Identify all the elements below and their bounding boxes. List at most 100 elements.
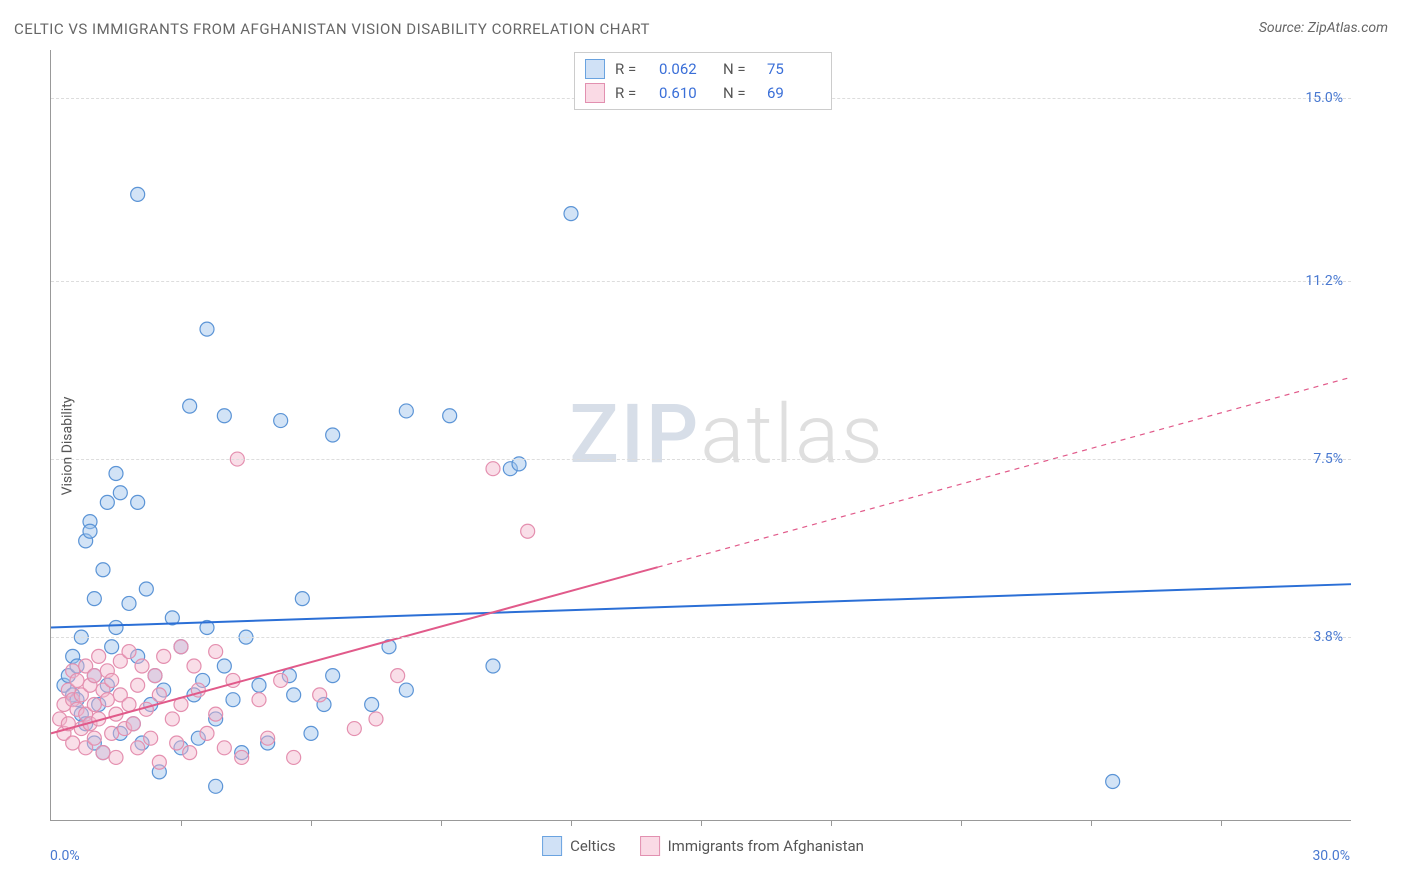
y-tick-label: 7.5% — [1313, 451, 1343, 467]
scatter-point — [304, 726, 318, 740]
legend-stats-row-0: R = 0.062 N = 75 — [585, 57, 821, 81]
scatter-point — [87, 669, 101, 683]
scatter-point — [347, 722, 361, 736]
scatter-point — [443, 409, 457, 423]
scatter-point — [564, 207, 578, 221]
scatter-point — [109, 467, 123, 481]
scatter-point — [131, 741, 145, 755]
legend-item-0: Celtics — [542, 836, 616, 856]
scatter-point — [287, 688, 301, 702]
scatter-point — [1106, 775, 1120, 789]
scatter-point — [365, 698, 379, 712]
scatter-point — [87, 698, 101, 712]
scatter-point — [105, 726, 119, 740]
scatter-point — [96, 563, 110, 577]
scatter-point — [217, 659, 231, 673]
legend-series: Celtics Immigrants from Afghanistan — [542, 836, 864, 856]
y-tick-label: 3.8% — [1313, 629, 1343, 645]
gridline — [51, 637, 1351, 638]
chart-title: CELTIC VS IMMIGRANTS FROM AFGHANISTAN VI… — [14, 20, 650, 38]
scatter-point — [105, 673, 119, 687]
scatter-point — [122, 645, 136, 659]
scatter-point — [486, 659, 500, 673]
legend-n-label: N = — [723, 84, 757, 102]
legend-stats: R = 0.062 N = 75 R = 0.610 N = 69 — [574, 52, 832, 110]
legend-r-value-1: 0.610 — [659, 84, 713, 102]
x-tick — [1221, 820, 1222, 826]
scatter-point — [139, 582, 153, 596]
scatter-point — [187, 659, 201, 673]
legend-swatch-blue — [585, 59, 605, 79]
scatter-point — [274, 414, 288, 428]
x-axis-min-label: 0.0% — [50, 848, 80, 864]
scatter-point — [183, 746, 197, 760]
scatter-point — [152, 755, 166, 769]
legend-n-label: N = — [723, 60, 757, 78]
scatter-point — [252, 678, 266, 692]
scatter-point — [109, 621, 123, 635]
source-label: Source: ZipAtlas.com — [1259, 20, 1388, 36]
scatter-point — [165, 712, 179, 726]
legend-stats-row-1: R = 0.610 N = 69 — [585, 81, 821, 105]
scatter-point — [70, 673, 84, 687]
x-tick — [961, 820, 962, 826]
gridline — [51, 459, 1351, 460]
scatter-point — [131, 678, 145, 692]
legend-swatch-pink — [585, 83, 605, 103]
scatter-point — [100, 693, 114, 707]
legend-n-value-0: 75 — [767, 60, 821, 78]
scatter-point — [326, 669, 340, 683]
scatter-point — [113, 486, 127, 500]
scatter-point — [226, 693, 240, 707]
scatter-point — [109, 750, 123, 764]
scatter-point — [131, 187, 145, 201]
scatter-point — [313, 688, 327, 702]
scatter-point — [217, 741, 231, 755]
legend-swatch-pink — [640, 836, 660, 856]
scatter-point — [217, 409, 231, 423]
trend-line — [51, 584, 1351, 627]
scatter-point — [274, 673, 288, 687]
scatter-point — [369, 712, 383, 726]
scatter-point — [326, 428, 340, 442]
scatter-point — [399, 404, 413, 418]
scatter-svg — [51, 50, 1351, 820]
scatter-point — [87, 592, 101, 606]
scatter-point — [287, 750, 301, 764]
scatter-point — [235, 750, 249, 764]
y-tick-label: 15.0% — [1305, 90, 1343, 106]
x-tick — [311, 820, 312, 826]
x-tick — [571, 820, 572, 826]
scatter-point — [399, 683, 413, 697]
scatter-point — [144, 731, 158, 745]
scatter-point — [126, 717, 140, 731]
scatter-point — [148, 669, 162, 683]
x-tick — [1091, 820, 1092, 826]
scatter-point — [100, 495, 114, 509]
scatter-point — [122, 698, 136, 712]
scatter-point — [200, 726, 214, 740]
legend-n-value-1: 69 — [767, 84, 821, 102]
legend-series-label-1: Immigrants from Afghanistan — [668, 837, 864, 855]
legend-r-value-0: 0.062 — [659, 60, 713, 78]
scatter-point — [391, 669, 405, 683]
scatter-point — [157, 649, 171, 663]
scatter-point — [521, 524, 535, 538]
scatter-point — [183, 399, 197, 413]
scatter-point — [122, 596, 136, 610]
legend-item-1: Immigrants from Afghanistan — [640, 836, 864, 856]
scatter-point — [152, 688, 166, 702]
legend-swatch-blue — [542, 836, 562, 856]
scatter-point — [96, 746, 110, 760]
scatter-point — [252, 693, 266, 707]
plot-area: ZIPatlas 3.8%7.5%11.2%15.0% — [50, 50, 1351, 821]
scatter-point — [209, 707, 223, 721]
y-tick-label: 11.2% — [1305, 273, 1343, 289]
x-tick — [441, 820, 442, 826]
scatter-point — [105, 640, 119, 654]
legend-r-label: R = — [615, 60, 649, 78]
scatter-point — [131, 495, 145, 509]
scatter-point — [200, 322, 214, 336]
scatter-point — [261, 731, 275, 745]
chart-container: CELTIC VS IMMIGRANTS FROM AFGHANISTAN VI… — [0, 0, 1406, 892]
